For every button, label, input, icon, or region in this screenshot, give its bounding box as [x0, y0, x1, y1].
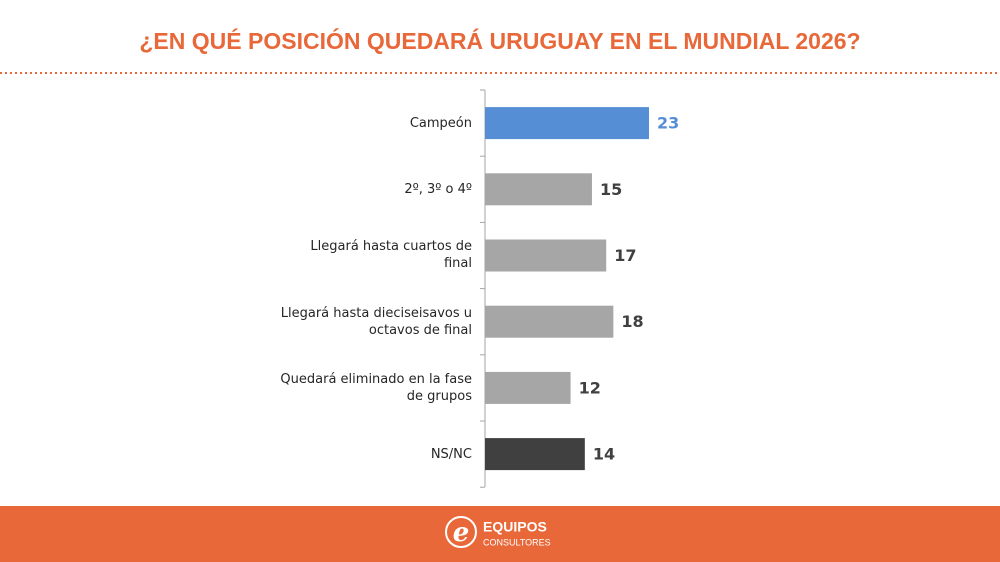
category-label: NS/NC: [430, 446, 472, 462]
category-label: Campeón: [409, 115, 472, 131]
value-label: 15: [600, 180, 622, 199]
bar: [485, 305, 614, 338]
value-label: 17: [614, 246, 636, 265]
category-label: 2º, 3º o 4º: [404, 181, 472, 197]
value-label: 23: [657, 114, 679, 133]
bar: [485, 371, 571, 404]
brand-sub: CONSULTORES: [483, 537, 551, 547]
logo-mark: e: [453, 518, 470, 548]
category-label: Llegará hasta dieciseisavos u octavos de…: [280, 305, 472, 338]
bar: [485, 107, 649, 140]
bar: [485, 173, 592, 206]
chart-title: ¿EN QUÉ POSICIÓN QUEDARÁ URUGUAY EN EL M…: [139, 27, 860, 54]
category-label: Quedará eliminado en la fase de grupos: [280, 371, 472, 404]
value-label: 18: [621, 312, 643, 331]
bar: [485, 239, 607, 272]
footer-band: [0, 506, 1000, 562]
logo-ring: [445, 516, 477, 548]
category-label: Llegará hasta cuartos de final: [310, 239, 472, 272]
brand: EQUIPOS: [483, 519, 547, 535]
value-label: 14: [593, 445, 615, 464]
bar: [485, 438, 585, 471]
value-label: 12: [579, 378, 601, 397]
